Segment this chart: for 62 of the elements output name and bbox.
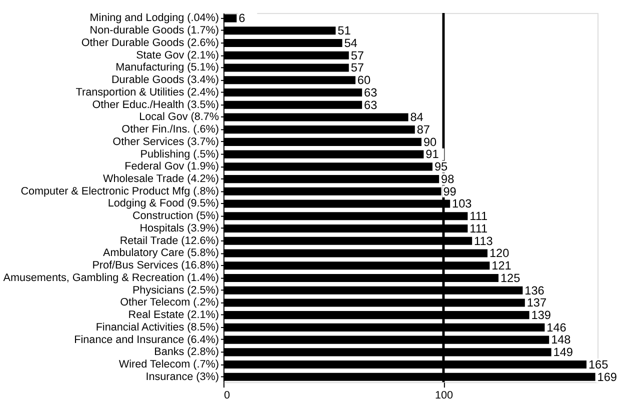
y-tick-label: Retail Trade (12.6%)	[120, 234, 220, 247]
data-label: 95	[434, 160, 448, 174]
y-tick-label: Manufacturing (5.1%)	[116, 62, 220, 74]
y-tick-label: Hospitals (3.9%)	[140, 222, 220, 234]
data-label: 57	[350, 60, 364, 75]
y-tick-label: Other Telecom (.2%)	[120, 296, 220, 309]
y-tick-label: Physicians (2.5%)	[132, 284, 220, 296]
y-tick-label: Other Educ./Health (3.5%)	[92, 98, 220, 111]
data-label: 63	[364, 85, 378, 100]
y-tick-label: Other Durable Goods (2.6%)	[81, 36, 220, 49]
y-tick-label: Financial Activities (8.5%)	[96, 321, 220, 334]
y-tick-label: Publishing (.5%)	[140, 148, 220, 160]
y-tick-label: State Gov (2.1%)	[136, 49, 220, 62]
data-label: 125	[500, 270, 521, 285]
y-tick-label: Wired Telecom (.7%)	[118, 358, 220, 370]
data-label: 98	[441, 172, 455, 186]
data-label: 57	[350, 48, 364, 62]
data-label: 165	[588, 357, 609, 372]
y-tick-label: Finance and Insurance (6.4%)	[74, 334, 220, 346]
data-label: 136	[524, 283, 545, 298]
data-label: 146	[546, 320, 567, 334]
data-label: 120	[489, 246, 510, 260]
data-label: 54	[344, 36, 358, 50]
data-label: 148	[551, 332, 572, 347]
y-tick-label: Insurance (3%)	[146, 370, 220, 383]
data-label: 99	[443, 184, 456, 198]
x-tick-label: 100	[434, 389, 453, 402]
data-label: 51	[338, 24, 351, 38]
y-tick-label: Lodging & Food (9.5%)	[108, 198, 220, 210]
data-label: 169	[597, 370, 617, 384]
data-label: 111	[470, 209, 488, 224]
y-tick-label: Construction (5%)	[132, 210, 220, 222]
y-tick-label: Other Fin./Ins. (.6%)	[122, 124, 220, 136]
y-tick-label: Durable Goods (3.4%)	[111, 74, 220, 86]
y-tick-label: Amusements, Gambling & Recreation (1.4%)	[3, 272, 220, 284]
y-tick-label: Real Estate (2.1%)	[128, 309, 220, 322]
data-label: 139	[531, 308, 551, 322]
x-tick-label: 0	[224, 389, 230, 402]
data-label: 60	[357, 73, 371, 88]
data-label: 91	[426, 147, 439, 162]
data-label: 103	[452, 196, 472, 211]
y-tick-label: Non-durable Goods (1.7%)	[90, 24, 220, 37]
data-label: 90	[423, 134, 438, 149]
y-tick-label: Other Services (3.7%)	[112, 136, 220, 148]
y-tick-label: Banks (2.8%)	[154, 346, 220, 358]
data-label: 149	[553, 345, 573, 360]
y-tick-label: Mining and Lodging (.04%)	[90, 12, 220, 24]
data-label: 113	[474, 234, 494, 248]
y-tick-label: Prof/Bus Services (16.8%)	[92, 260, 220, 272]
data-label: 84	[410, 110, 424, 124]
data-label: 121	[492, 258, 512, 273]
data-label: 6	[238, 11, 246, 26]
data-label: 111	[470, 221, 488, 236]
y-tick-label: Federal Gov (1.9%)	[124, 160, 220, 173]
data-label: 63	[364, 98, 378, 112]
data-label: 87	[416, 122, 430, 137]
y-tick-label: Local Gov (8.7%	[139, 111, 220, 124]
y-tick-label: Ambulatory Care (5.8%)	[103, 247, 220, 260]
data-label: 137	[526, 296, 547, 310]
y-tick-label: Computer & Electronic Product Mfg (.8%)	[20, 185, 220, 198]
y-tick-label: Transportion & Utilities (2.4%)	[76, 86, 220, 98]
y-tick-label: Wholesale Trade (4.2%)	[103, 173, 220, 185]
